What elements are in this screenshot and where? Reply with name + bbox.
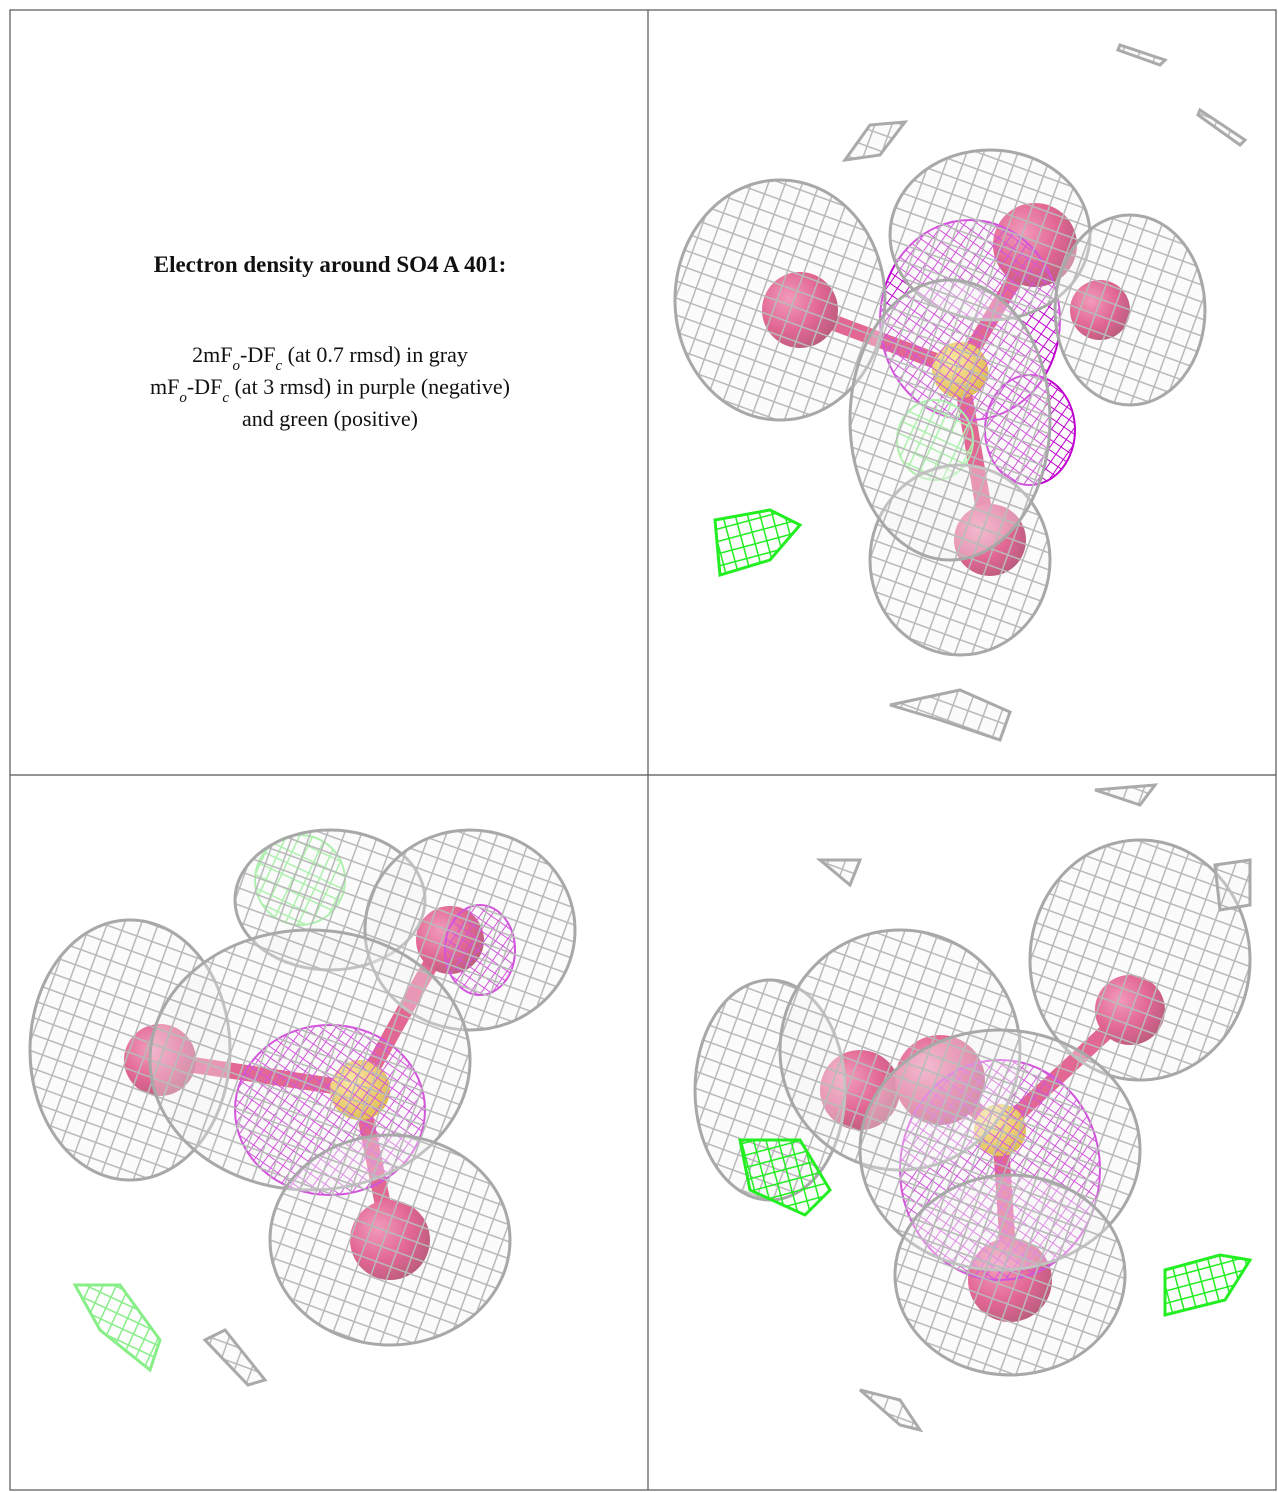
- density-fragment: [1196, 107, 1248, 147]
- density-fragment: [1094, 783, 1159, 807]
- density-fragment: [1213, 858, 1252, 912]
- density-fragment: [202, 1328, 268, 1387]
- density-mesh: [268, 1133, 512, 1347]
- panel-content: [693, 783, 1253, 1433]
- density-fragment: [859, 1388, 924, 1433]
- density-mesh: [673, 178, 887, 422]
- caption: Electron density around SO4 A 401: 2mFo-…: [150, 252, 510, 431]
- density-mesh: [848, 278, 1052, 562]
- positive-density-patch: [1163, 1253, 1253, 1317]
- rendering-panel: [28, 828, 577, 1387]
- caption-line: and green (positive): [242, 406, 418, 431]
- table-border: [9, 9, 1277, 1491]
- panel-content: [28, 828, 577, 1387]
- density-mesh: [893, 1173, 1127, 1377]
- positive-density-patch: [72, 1283, 162, 1373]
- density-mesh: [1028, 838, 1252, 1082]
- caption-text: (at 0.7 rmsd) in gray: [282, 342, 468, 367]
- caption-text: mF: [150, 374, 179, 399]
- caption-subscript: o: [179, 390, 187, 406]
- caption-text: -DF: [187, 374, 222, 399]
- caption-subscript: o: [233, 358, 241, 374]
- table-grid: [9, 9, 1277, 1491]
- panel-content: [673, 43, 1248, 742]
- density-fragment: [841, 120, 909, 162]
- density-fragment: [889, 688, 1012, 742]
- density-renderings: [28, 43, 1253, 1433]
- caption-line: mFo-DFc (at 3 rmsd) in purple (negative): [150, 374, 510, 406]
- density-mesh: [1053, 213, 1207, 407]
- caption-subscript: c: [275, 358, 282, 374]
- caption-text: and green (positive): [242, 406, 418, 431]
- density-fragment: [815, 858, 863, 888]
- positive-density-patch: [713, 508, 803, 577]
- caption-text: (at 3 rmsd) in purple (negative): [229, 374, 510, 399]
- positive-density-patch: [738, 1138, 832, 1217]
- rendering-panel: [693, 783, 1253, 1433]
- caption-line: 2mFo-DFc (at 0.7 rmsd) in gray: [192, 342, 468, 374]
- caption-title: Electron density around SO4 A 401:: [154, 252, 507, 277]
- density-fragment: [1116, 43, 1168, 67]
- rendering-panel: [673, 43, 1248, 742]
- caption-subscript: c: [222, 390, 229, 406]
- caption-text: 2mF: [192, 342, 232, 367]
- caption-text: -DF: [240, 342, 275, 367]
